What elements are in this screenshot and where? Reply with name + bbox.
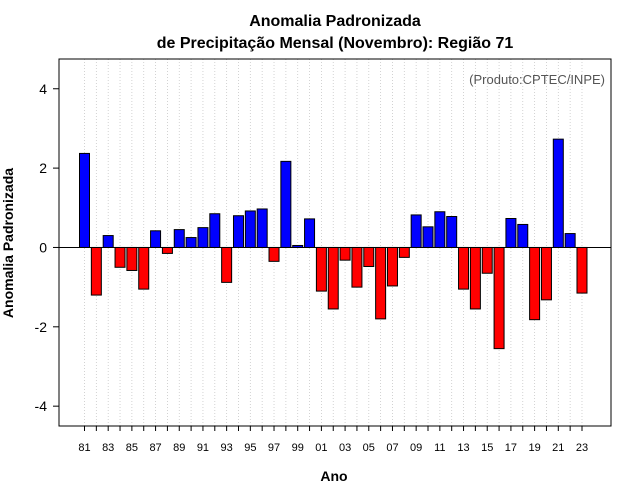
bar-94 [232, 215, 244, 248]
bar-22 [564, 233, 576, 248]
y-tick-label: 0 [39, 239, 47, 255]
bar-03 [339, 246, 351, 261]
x-tick-label: 95 [244, 442, 256, 454]
bar-17 [505, 217, 517, 248]
y-tick-label: -4 [35, 398, 48, 414]
bar-09 [410, 214, 422, 248]
x-axis-label: Ano [320, 468, 347, 484]
bar-14 [469, 246, 481, 310]
bar-86 [138, 246, 150, 290]
bar-81 [79, 152, 90, 248]
bar-00 [304, 218, 316, 248]
x-tick-label: 15 [481, 442, 493, 454]
bar-92 [209, 213, 221, 248]
x-tick-label: 89 [173, 442, 185, 454]
y-tick-label: 2 [39, 160, 47, 176]
bar-87 [150, 230, 162, 248]
y-axis-label: Anomalia Padronizada [0, 168, 16, 318]
x-tick-label: 99 [292, 442, 304, 454]
bar-93 [221, 246, 233, 283]
x-tick-label: 23 [576, 442, 588, 454]
bar-95 [244, 210, 256, 248]
x-tick-label: 85 [126, 442, 138, 454]
x-tick-label: 91 [197, 442, 209, 454]
bar-90 [185, 237, 197, 248]
x-tick-label: 07 [386, 442, 398, 454]
bar-84 [114, 246, 126, 268]
bar-85 [126, 246, 138, 271]
x-tick-label: 83 [102, 442, 114, 454]
bar-88 [161, 246, 173, 254]
bar-21 [552, 138, 564, 248]
bar-07 [386, 246, 398, 287]
x-tick-label: 11 [434, 442, 445, 454]
bar-16 [493, 246, 505, 350]
x-axis: 81 83 85 87 89 91 93 95 97 99 01 03 05 07 09 11 13 15 17 19… [78, 426, 588, 454]
plot-frame [58, 58, 612, 427]
bar-82 [90, 246, 102, 296]
bar-13 [458, 246, 470, 290]
x-tick-label: 09 [410, 442, 422, 454]
x-tick-label: 01 [315, 442, 327, 454]
bar-01 [315, 246, 327, 292]
y-tick-label: -2 [35, 319, 48, 335]
bars [79, 138, 588, 350]
bar-11 [434, 211, 446, 248]
x-tick-label: 21 [552, 442, 564, 454]
bar-18 [517, 223, 529, 248]
bar-83 [102, 235, 114, 248]
x-tick-label: 87 [149, 442, 161, 454]
x-tick-label: 13 [457, 442, 469, 454]
bar-04 [351, 246, 363, 288]
chart-title-line2: de Precipitação Mensal (Novembro): Regiã… [157, 35, 514, 52]
bar-20 [540, 246, 552, 301]
x-tick-label: 81 [78, 442, 90, 454]
x-tick-label: 97 [268, 442, 280, 454]
x-tick-label: 03 [339, 442, 351, 454]
bar-23 [576, 246, 588, 294]
chart-title-line1: Anomalia Padronizada [249, 13, 421, 30]
bar-15 [481, 246, 493, 274]
annotation: (Produto:CPTEC/INPE) [469, 72, 605, 87]
bar-89 [173, 229, 185, 248]
bar-91 [197, 227, 209, 248]
y-tick-label: 4 [39, 81, 47, 97]
bar-96 [256, 208, 268, 248]
bar-97 [268, 246, 280, 262]
bar-19 [529, 246, 541, 321]
bar-08 [398, 246, 410, 258]
x-tick-label: 19 [528, 442, 540, 454]
bar-98 [280, 160, 292, 248]
x-tick-label: 17 [505, 442, 517, 454]
bar-12 [446, 216, 458, 248]
x-tick-label: 05 [363, 442, 375, 454]
y-axis: -4 -2 0 2 4 [35, 81, 59, 414]
bar-02 [327, 246, 339, 310]
bar-05 [363, 246, 375, 268]
bar-10 [422, 226, 434, 248]
bar-06 [375, 246, 387, 320]
x-tick-label: 93 [221, 442, 233, 454]
